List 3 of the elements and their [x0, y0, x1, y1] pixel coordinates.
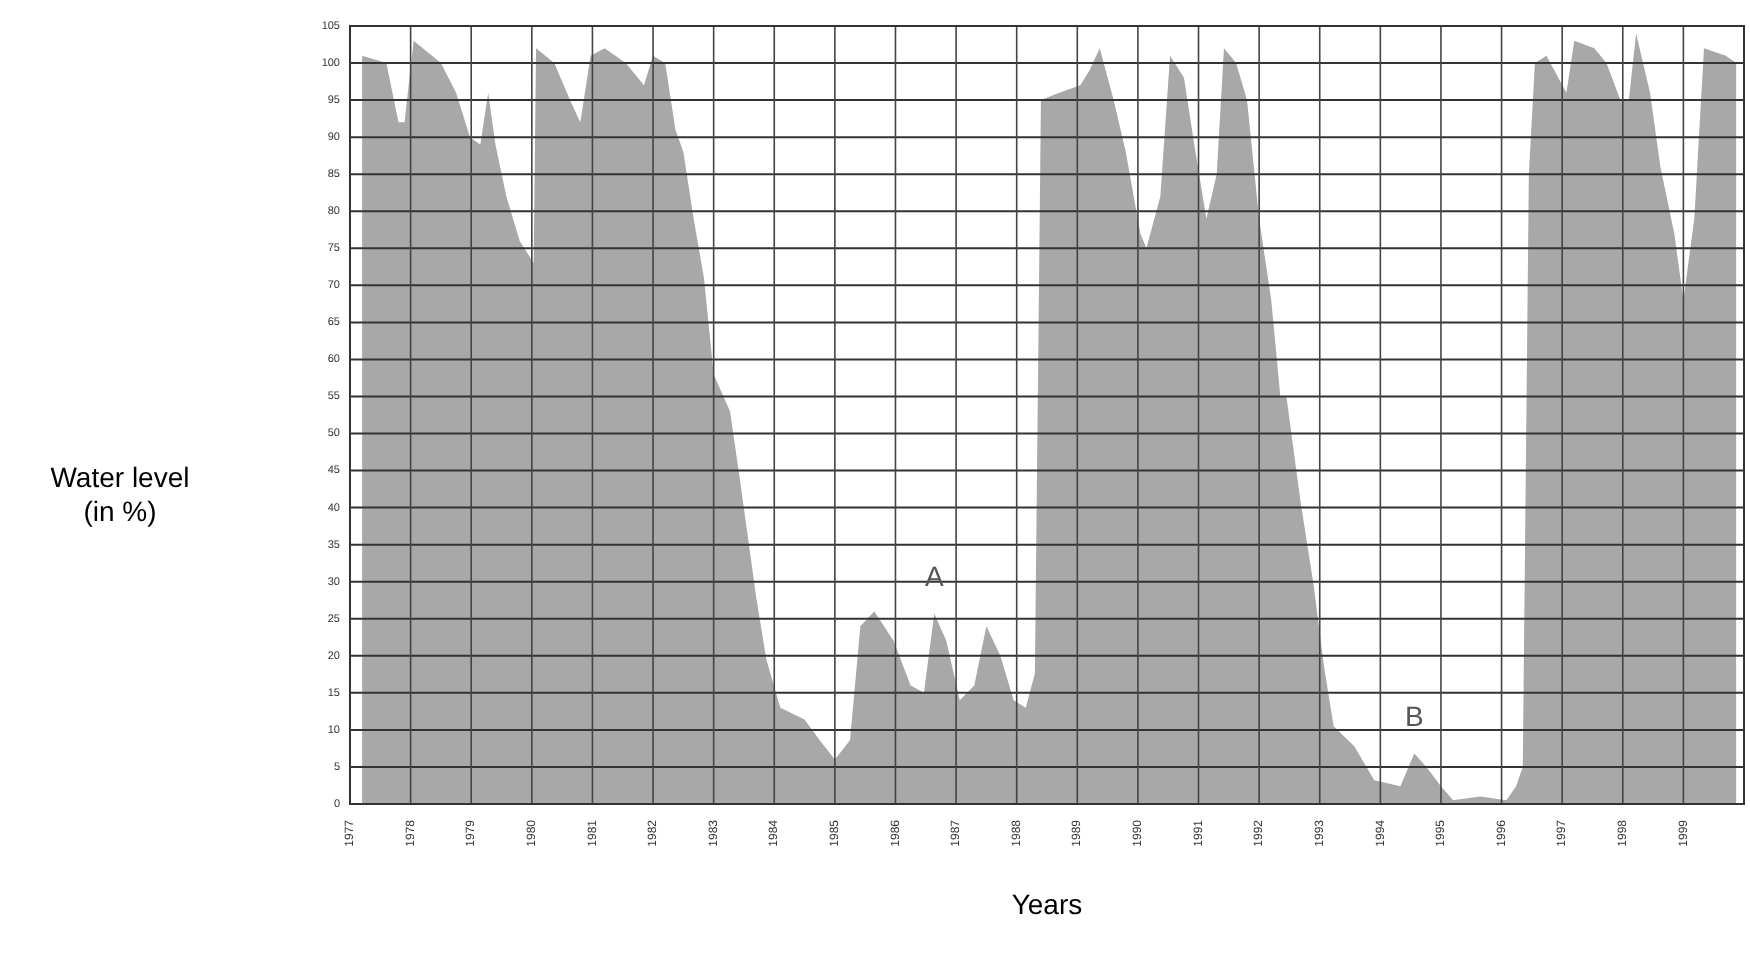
x-axis-title: Years [1011, 888, 1083, 920]
annotation: B [1404, 699, 1424, 732]
y-axis-title: Water level (in %) [50, 461, 190, 527]
